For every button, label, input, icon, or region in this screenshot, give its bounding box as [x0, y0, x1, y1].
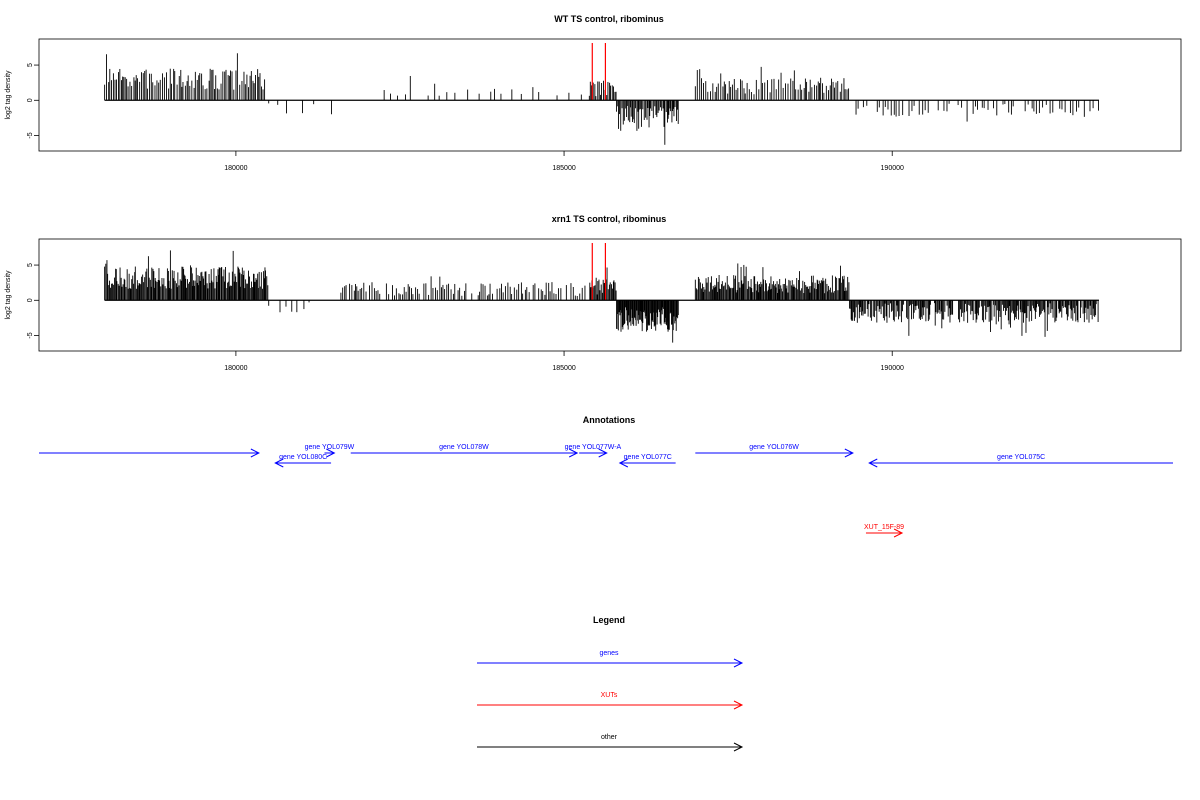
- xrn1-y-axis-label: log2 tag density: [5, 270, 12, 320]
- feature-label: XUT_15F-89: [864, 524, 904, 531]
- feature-label: gene YOL079W: [305, 444, 355, 451]
- xrn1-y-axis: -5 0 5: [27, 263, 39, 339]
- wt-signal-panel: WT TS control, ribominus log2 tag densit…: [5, 14, 1181, 172]
- legend-label: XUTs: [601, 692, 618, 699]
- feature-label: gene YOL078W: [439, 444, 489, 451]
- wt-x-axis: 180000 185000 190000: [224, 151, 904, 172]
- x-tick-label: 190000: [881, 365, 904, 372]
- feature-label: gene YOL077C: [624, 454, 672, 461]
- y-tick-label: 5: [27, 263, 34, 267]
- annotation-feature: gene YOL078W: [351, 444, 577, 457]
- legend-item: XUTs: [477, 692, 742, 709]
- feature-label: gene YOL077W-A: [565, 444, 622, 451]
- wt-y-axis: -5 0 5: [27, 63, 39, 139]
- x-tick-label: 190000: [881, 165, 904, 172]
- annotation-feature: gene YOL080C: [275, 454, 331, 467]
- y-tick-label: 5: [27, 63, 34, 67]
- xrn1-panel-title: xrn1 TS control, ribominus: [552, 214, 667, 224]
- legend-label: other: [601, 734, 618, 741]
- legend-title: Legend: [593, 615, 625, 625]
- annotation-feature: [39, 449, 259, 457]
- feature-label: gene YOL076W: [749, 444, 799, 451]
- feature-label: gene YOL075C: [997, 454, 1045, 461]
- legend-item: genes: [477, 650, 742, 667]
- annotation-feature: gene YOL077C: [620, 454, 676, 467]
- annotation-feature: XUT_15F-89: [864, 524, 904, 537]
- xrn1-signal-bars: [105, 250, 1098, 342]
- legend: Legend genes XUTs other: [477, 615, 742, 751]
- feature-label: gene YOL080C: [279, 454, 327, 461]
- annotation-feature: gene YOL075C: [869, 454, 1173, 467]
- annotations-title: Annotations: [583, 415, 636, 425]
- y-tick-label: -5: [27, 132, 34, 138]
- figure: WT TS control, ribominus log2 tag densit…: [0, 0, 1200, 800]
- y-tick-label: 0: [27, 298, 34, 302]
- xrn1-signal-panel: xrn1 TS control, ribominus log2 tag dens…: [5, 214, 1181, 372]
- x-tick-label: 180000: [224, 365, 247, 372]
- wt-panel-title: WT TS control, ribominus: [554, 14, 664, 24]
- legend-label: genes: [599, 650, 619, 657]
- y-tick-label: -5: [27, 332, 34, 338]
- xrn1-x-axis: 180000 185000 190000: [224, 351, 904, 372]
- x-tick-label: 185000: [552, 365, 575, 372]
- annotation-features: gene YOL079W gene YOL080C gene YOL078W gene…: [39, 444, 1173, 537]
- x-tick-label: 185000: [552, 165, 575, 172]
- wt-signal-bars: [105, 53, 1099, 145]
- annotation-feature: gene YOL076W: [695, 444, 853, 457]
- y-tick-label: 0: [27, 98, 34, 102]
- wt-y-axis-label: log2 tag density: [5, 70, 12, 120]
- x-tick-label: 180000: [224, 165, 247, 172]
- legend-items: genes XUTs other: [477, 650, 742, 751]
- legend-item: other: [477, 734, 742, 751]
